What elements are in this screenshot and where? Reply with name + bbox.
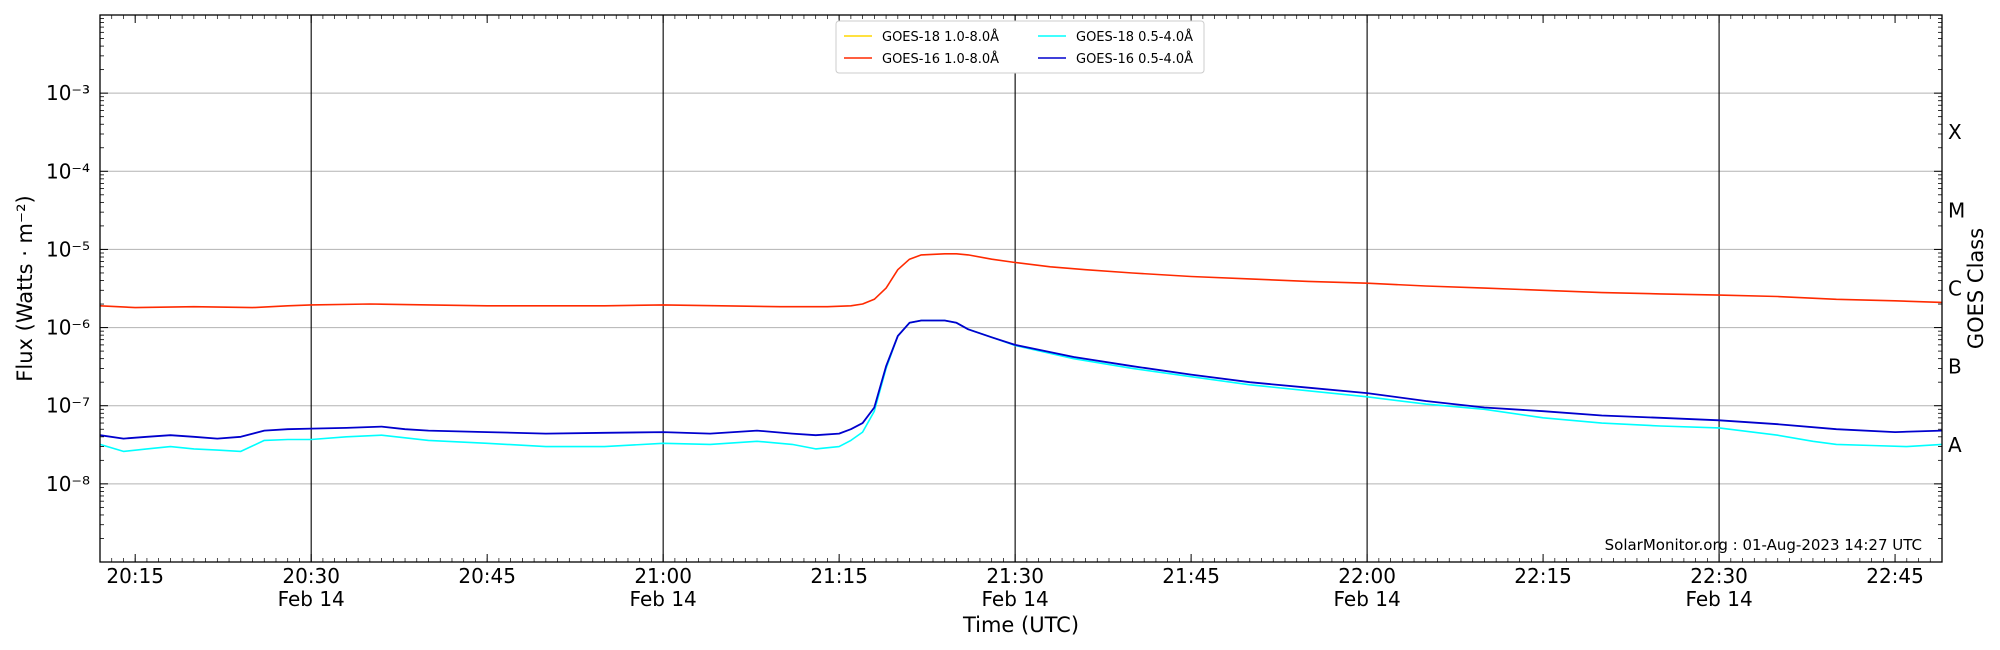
- legend: GOES-18 1.0-8.0Å GOES-16 1.0-8.0Å GOES-18 …: [835, 20, 1205, 74]
- legend-entry-label: GOES-18 1.0-8.0Å: [882, 29, 999, 45]
- legend-entry-label: GOES-16 0.5-4.0Å: [1076, 51, 1193, 67]
- y-tick-label: 10⁻³: [46, 81, 90, 105]
- axis-ticks: [99, 15, 1943, 562]
- legend-entry-label: GOES-16 1.0-8.0Å: [882, 51, 999, 67]
- x-tick-label-date: Feb 14: [278, 587, 345, 611]
- series-lines: [99, 253, 1943, 453]
- goes-class-axis-title: GOES Class: [1964, 228, 1988, 349]
- x-tick-label-time: 20:15: [106, 564, 164, 588]
- y-tick-label: 10⁻⁶: [46, 316, 90, 340]
- x-tick-label-time: 20:45: [458, 564, 516, 588]
- goes-class-label: A: [1948, 433, 1962, 457]
- goes-class-labels: A B C M X: [1948, 120, 1965, 457]
- x-tick-label-time: 22:30: [1690, 564, 1748, 588]
- x-tick-label-time: 22:45: [1866, 564, 1924, 588]
- y-tick-labels: 10⁻⁸ 10⁻⁷ 10⁻⁶ 10⁻⁵ 10⁻⁴ 10⁻³: [46, 81, 90, 496]
- goes-class-label: X: [1948, 120, 1962, 144]
- series-line-2: [99, 319, 1943, 453]
- y-tick-label: 10⁻⁸: [46, 472, 90, 496]
- y-tick-label: 10⁻⁵: [46, 237, 90, 261]
- x-tick-label-time: 20:30: [282, 564, 340, 588]
- series-line-3: [99, 253, 1943, 309]
- goes-class-label: B: [1948, 355, 1962, 379]
- y-tick-label: 10⁻⁴: [46, 159, 90, 183]
- legend-entry-label: GOES-18 0.5-4.0Å: [1076, 29, 1193, 45]
- watermark-text: SolarMonitor.org : 01-Aug-2023 14:27 UTC: [1605, 536, 1922, 554]
- date-marker-lines: [310, 15, 1720, 562]
- y-tick-label: 10⁻⁷: [46, 394, 90, 418]
- goes-class-label: C: [1948, 277, 1962, 301]
- plot-frame: [99, 14, 1943, 563]
- grid-lines: [100, 92, 1942, 485]
- x-tick-label-time: 21:00: [634, 564, 692, 588]
- x-tick-label-time: 21:15: [810, 564, 868, 588]
- x-tick-label-time: 22:00: [1338, 564, 1396, 588]
- x-axis-title: Time (UTC): [962, 613, 1079, 637]
- x-tick-label-date: Feb 14: [630, 587, 697, 611]
- x-tick-label-date: Feb 14: [1685, 587, 1752, 611]
- x-tick-label-date: Feb 14: [982, 587, 1049, 611]
- goes-class-label: M: [1948, 198, 1965, 222]
- x-tick-label-time: 22:15: [1514, 564, 1572, 588]
- x-tick-label-time: 21:30: [986, 564, 1044, 588]
- y-axis-title: Flux (Watts · m⁻²): [13, 195, 37, 381]
- x-tick-label-time: 21:45: [1162, 564, 1220, 588]
- x-tick-label-date: Feb 14: [1333, 587, 1400, 611]
- series-line-4: [99, 319, 1943, 440]
- legend-box: [835, 20, 1205, 74]
